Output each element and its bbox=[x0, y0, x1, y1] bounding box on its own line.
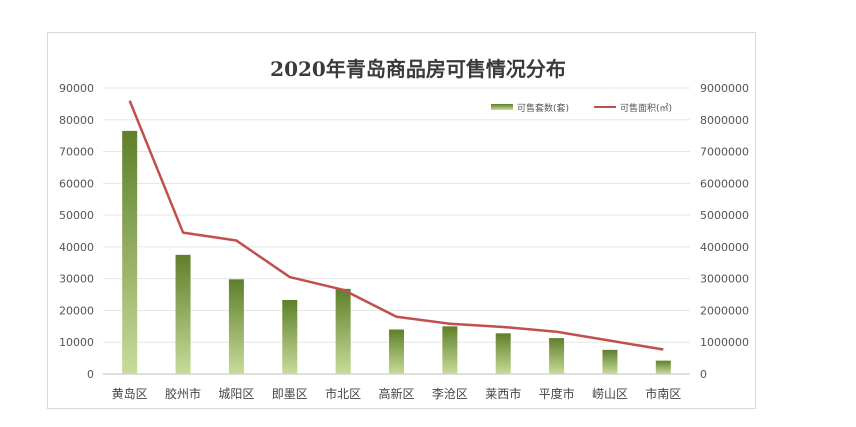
bar bbox=[495, 333, 511, 374]
right-tick-label: 5000000 bbox=[700, 209, 749, 222]
bar bbox=[389, 329, 404, 374]
right-tick-label: 3000000 bbox=[700, 273, 749, 286]
right-tick-label: 7000000 bbox=[700, 146, 749, 159]
category-label: 市南区 bbox=[645, 386, 681, 401]
legend-bar-swatch bbox=[491, 104, 513, 110]
left-tick-label: 80000 bbox=[59, 114, 94, 127]
right-tick-label: 6000000 bbox=[700, 177, 749, 190]
left-tick-label: 60000 bbox=[59, 177, 94, 190]
category-label: 高新区 bbox=[378, 386, 414, 401]
left-tick-label: 50000 bbox=[59, 209, 94, 222]
bar bbox=[442, 326, 458, 374]
bar bbox=[122, 130, 138, 374]
bar-series bbox=[122, 130, 671, 374]
right-tick-label: 4000000 bbox=[700, 241, 749, 254]
gridlines bbox=[103, 87, 690, 375]
category-label: 黄岛区 bbox=[112, 386, 148, 401]
category-label: 即墨区 bbox=[272, 387, 308, 401]
left-tick-label: 10000 bbox=[59, 336, 94, 349]
bar bbox=[335, 288, 351, 374]
category-labels: 黄岛区 胶州市 城阳区 即墨区 市北区 高新区 李沧区 莱西市 平度市 崂山区 市南区 bbox=[112, 386, 682, 401]
category-label: 平度市 bbox=[539, 386, 575, 401]
chart-title: 2020年青岛商品房可售情况分布 bbox=[270, 57, 566, 81]
bar bbox=[655, 360, 671, 374]
left-tick-label: 90000 bbox=[59, 82, 94, 95]
left-axis-ticks: 0 10000 20000 30000 40000 50000 60000 70000 8000… bbox=[59, 82, 94, 381]
category-label: 胶州市 bbox=[165, 386, 201, 401]
left-tick-label: 0 bbox=[87, 368, 94, 381]
right-tick-label: 1000000 bbox=[700, 336, 749, 349]
category-label: 市北区 bbox=[325, 386, 361, 401]
right-axis-ticks: 0 1000000 2000000 3000000 4000000 5000000 6000… bbox=[700, 82, 749, 381]
category-label: 李沧区 bbox=[432, 386, 468, 401]
legend-bar-label: 可售套数(套) bbox=[517, 102, 569, 114]
right-tick-label: 2000000 bbox=[700, 304, 749, 317]
bar bbox=[282, 299, 298, 374]
bar bbox=[602, 349, 618, 374]
bar bbox=[549, 338, 565, 374]
left-tick-label: 30000 bbox=[59, 273, 94, 286]
right-tick-label: 9000000 bbox=[700, 82, 749, 95]
bar bbox=[228, 279, 244, 374]
right-tick-label: 0 bbox=[700, 368, 707, 381]
bar bbox=[175, 254, 191, 374]
line-path bbox=[128, 100, 664, 351]
legend-line-label: 可售面积(㎡) bbox=[620, 102, 672, 114]
right-tick-label: 8000000 bbox=[700, 114, 749, 127]
legend: 可售套数(套) 可售面积(㎡) bbox=[491, 102, 672, 114]
left-tick-label: 40000 bbox=[59, 241, 94, 254]
line-series bbox=[128, 100, 664, 351]
category-label: 莱西市 bbox=[485, 386, 521, 401]
category-label: 城阳区 bbox=[218, 387, 254, 401]
left-tick-label: 70000 bbox=[59, 146, 94, 159]
left-tick-label: 20000 bbox=[59, 304, 94, 317]
category-label: 崂山区 bbox=[592, 387, 628, 401]
